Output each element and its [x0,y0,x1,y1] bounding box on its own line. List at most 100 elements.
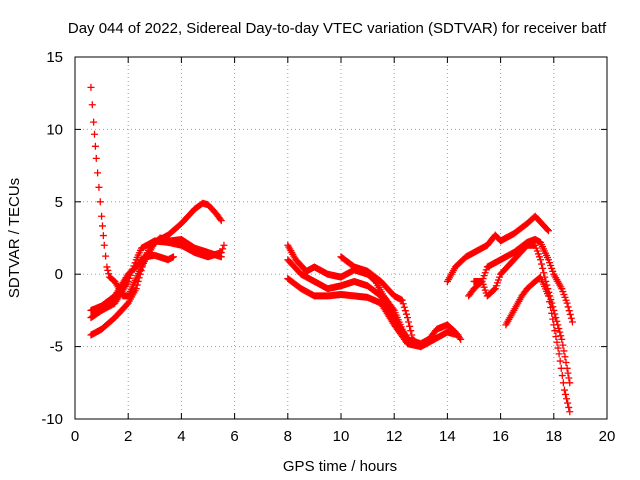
x-tick-label: 14 [439,428,456,445]
data-point [548,309,556,317]
data-point [538,260,546,268]
data-point [88,101,96,109]
data-point [558,372,566,380]
x-tick-label: 2 [124,428,132,445]
data-point [555,325,563,332]
data-point [563,299,571,307]
data-point [565,374,573,382]
data-point [400,303,408,311]
data-point [558,335,566,343]
data-point [547,304,555,312]
data-point [562,390,570,398]
data-point [560,347,568,355]
x-tick-label: 18 [545,428,562,445]
data-point [96,198,104,206]
chart-title: Day 044 of 2022, Sidereal Day-to-day VTE… [68,20,607,37]
data-point [401,307,409,315]
data-point [404,314,411,322]
data-point [220,241,228,249]
data-point [217,217,225,225]
data-point [563,364,571,372]
data-point [556,328,564,336]
y-tick-label: 10 [46,121,63,138]
data-point [95,183,103,191]
data-marks [87,83,576,416]
data-point [556,357,564,365]
data-point [565,403,573,411]
data-point [91,142,99,150]
y-tick-label: 0 [55,266,63,283]
data-point [398,296,406,304]
data-point [537,256,544,264]
data-point [554,344,562,352]
data-point [92,154,100,162]
data-point [417,343,425,351]
y-tick-label: 5 [55,194,63,211]
data-point [454,331,462,339]
series-track-8 [337,253,425,351]
data-point [408,331,416,339]
x-tick-label: 12 [386,428,403,445]
y-axis-label: SDTVAR / TECUs [6,178,23,298]
data-point [132,285,140,293]
data-point [551,310,559,318]
data-point [98,222,106,230]
data-point [94,169,102,177]
data-point [551,327,559,335]
y-tick-label: 15 [46,49,63,66]
data-point [99,232,107,240]
data-point [103,263,111,271]
y-tick-label: -5 [50,339,63,356]
data-point [565,307,573,315]
data-point [561,353,569,361]
data-point [105,270,113,278]
data-point [407,327,415,335]
data-point [564,399,572,407]
y-tick-label: -10 [41,411,63,428]
data-point [217,253,225,261]
data-point [406,322,414,330]
data-point [457,335,465,343]
data-point [559,341,567,349]
x-tick-label: 16 [492,428,509,445]
data-point [91,130,99,138]
data-point [564,303,572,311]
series-track-4 [87,251,177,314]
data-point [133,281,141,289]
data-point [568,318,576,326]
data-point [552,314,560,322]
data-point [543,226,551,234]
data-point [399,300,407,308]
data-point [138,263,146,271]
data-point [557,364,565,372]
data-point [550,321,558,329]
x-tick-label: 0 [71,428,79,445]
x-tick-label: 20 [599,428,616,445]
data-point [540,269,548,277]
data-point [100,241,108,249]
data-point [544,292,552,300]
x-tick-label: 8 [284,428,292,445]
x-axis-label: GPS time / hours [283,458,397,475]
x-tick-label: 10 [333,428,350,445]
series-track-3 [87,234,225,339]
data-point [137,267,145,275]
data-point [219,245,227,253]
data-point [135,274,143,282]
data-point [552,332,560,340]
data-point [566,310,574,318]
data-point [546,298,554,306]
data-point [559,379,567,387]
x-tick-label: 4 [177,428,185,445]
data-point [169,253,177,261]
data-point [555,350,563,358]
data-point [136,270,144,278]
data-point [553,317,561,325]
series-track-10 [465,235,576,326]
x-tick-label: 6 [230,428,238,445]
data-point [549,315,557,323]
data-point [98,212,106,220]
data-point [560,386,568,394]
data-point [490,286,498,294]
